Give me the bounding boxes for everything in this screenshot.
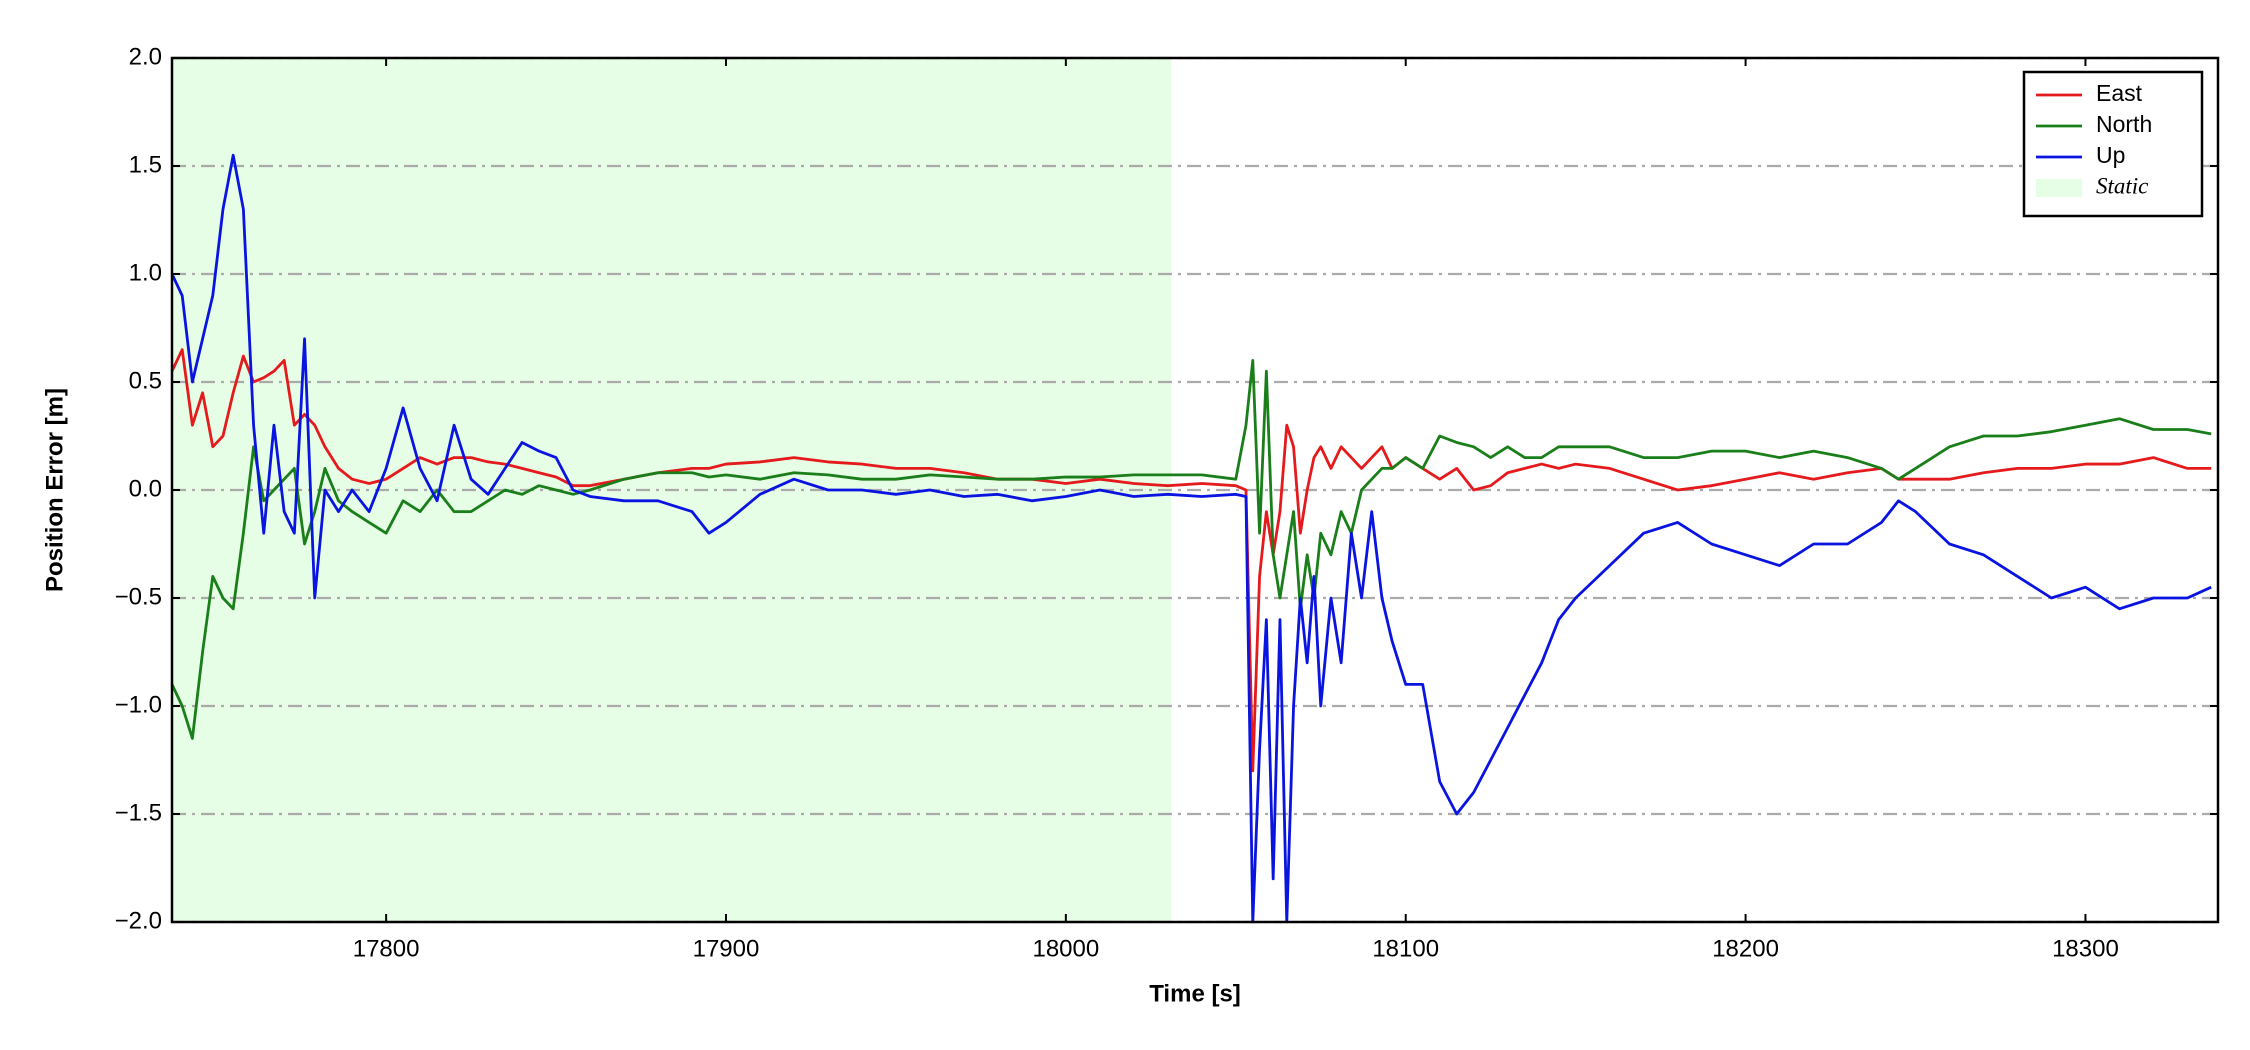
y-tick-label: 1.0 [129, 259, 162, 286]
legend-label: North [2096, 111, 2152, 137]
x-tick-label: 17800 [353, 935, 420, 962]
y-axis-label: Position Error [m] [41, 388, 68, 592]
axes: −2.0 −1.5 −1.0 −0.5 0.0 0.5 1.0 1.5 2.0 17800 1790… [115, 43, 2220, 962]
plot-content [172, 153, 2212, 922]
legend-swatch [2036, 179, 2082, 197]
x-tick-label: 18100 [1372, 935, 1439, 962]
line-series [172, 348, 2212, 773]
plot-area [172, 56, 2218, 924]
legend-label: Static [2096, 173, 2148, 198]
y-tick-label: −1.0 [115, 691, 162, 718]
y-tick-label: 2.0 [129, 43, 162, 70]
x-axis-label: Time [s] [1149, 980, 1241, 1007]
legend-label: Up [2096, 142, 2125, 168]
legend: East North Up Static [2022, 70, 2204, 218]
x-tick-label: 18300 [2052, 935, 2119, 962]
y-tick-label: 1.5 [129, 151, 162, 178]
y-tick-label: −1.5 [115, 799, 162, 826]
y-tick-label: −0.5 [115, 583, 162, 610]
y-tick-label: −2.0 [115, 907, 162, 934]
line-series [172, 359, 2212, 740]
legend-label: East [2096, 80, 2143, 106]
x-tick-label: 17900 [693, 935, 760, 962]
x-tick-label: 18200 [1712, 935, 1779, 962]
x-tick-label: 18000 [1032, 935, 1099, 962]
y-tick-label: 0.0 [129, 475, 162, 502]
y-tick-label: 0.5 [129, 367, 162, 394]
plot-frame [170, 56, 2220, 924]
line-series [172, 153, 2212, 922]
